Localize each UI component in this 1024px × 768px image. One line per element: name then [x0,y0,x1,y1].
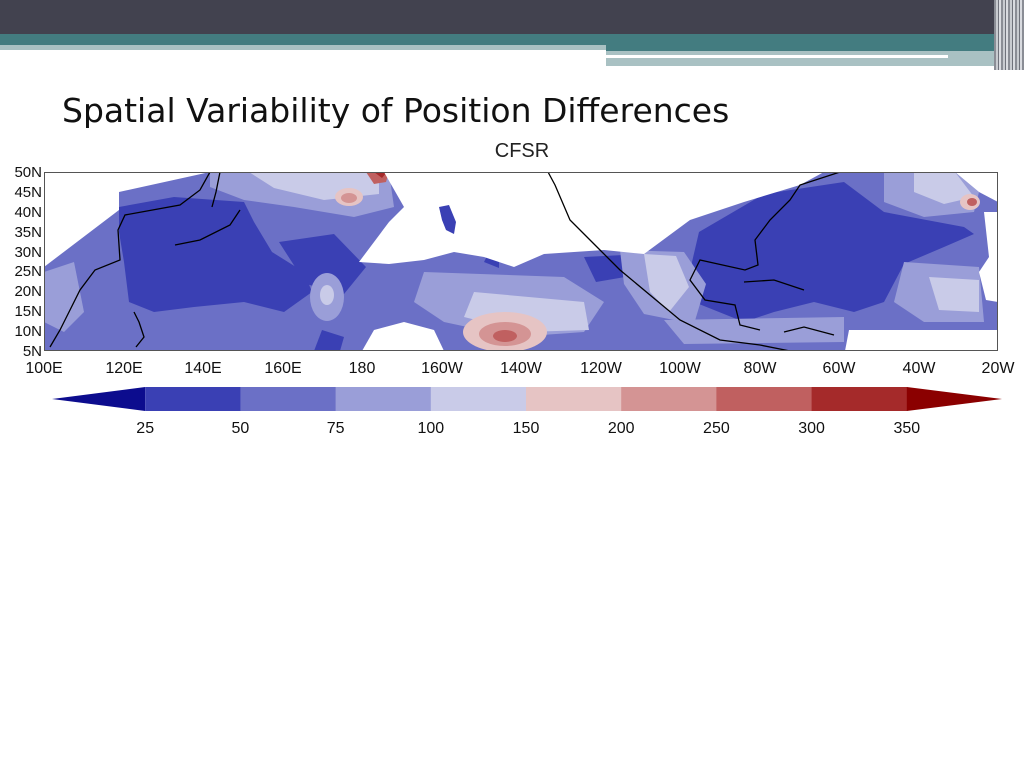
east-pacific-lighter [644,254,689,312]
darkred-corner [374,172,387,178]
lat-label: 5N [22,343,42,360]
lon-label: 180 [348,360,376,377]
lat-label: 15N [14,303,42,320]
colorbar-swatch [716,387,813,411]
colorbar-label: 250 [703,420,730,437]
colorbar-swatch [906,387,1002,411]
header-teal-right [606,45,1000,51]
no-data-equator-pacific [362,322,444,351]
lat-label: 10N [14,323,42,340]
header-light-stripe [0,45,606,50]
colorbar-swatch [52,387,146,411]
no-data-asia [44,172,210,267]
lon-label: 160E [264,360,302,377]
lat-label: 40N [14,204,42,221]
south-china-light [44,262,84,332]
no-data-south-america [845,330,998,351]
lon-label: 40W [902,360,936,377]
no-data-north-pacific [359,172,824,267]
light-core-170e [320,285,334,305]
colorbar-swatch [240,387,337,411]
coastlines [49,172,841,351]
header-white-gap [826,66,1000,70]
red-blob [341,193,357,203]
lat-label: 20N [14,283,42,300]
central-pacific-dark [279,234,366,294]
lon-label: 120W [580,360,622,377]
colorbar-label: 75 [326,420,345,437]
map-title: CFSR [494,140,550,162]
colorbar-label: 50 [231,420,250,437]
lon-label: 140W [500,360,542,377]
red-atlantic [967,198,977,206]
header-teal-stripe [0,34,1000,45]
slide-title: Spatial Variability of Position Differen… [62,91,730,128]
colorbar-swatch [145,387,241,411]
lon-label: 80W [743,360,777,377]
lon-label: 160W [421,360,463,377]
colorbar-label: 25 [136,420,155,437]
colorbar-swatch [430,387,527,411]
lat-label: 35N [14,224,42,241]
no-data-northeast-atlantic [955,172,998,202]
header-light-right [606,51,1000,66]
colorbar-label: 200 [607,420,635,437]
lat-label: 45N [14,184,42,201]
lat-label: 25N [14,263,42,280]
atlantic-dark [692,182,974,322]
header-vertical-lines [994,0,1024,70]
lon-label: 100E [25,360,63,377]
lon-label: 60W [822,360,856,377]
colorbar [52,387,1002,411]
west-pacific-dark [119,197,312,312]
colorbar-swatch [526,387,622,411]
colorbar-swatch [811,387,908,411]
lat-label: 30N [14,244,42,261]
data-island [439,205,456,234]
map-frame [44,172,998,351]
atlantic-north-lighter [914,172,974,204]
caribbean-light-strip [664,317,844,344]
central-pacific-dark-south [314,330,344,351]
lon-label: 20W [981,360,1015,377]
lon-label: 120E [105,360,143,377]
contour-map [44,172,998,351]
colorbar-label: 150 [512,420,540,437]
colorbar-label: 350 [893,420,921,437]
colorbar-label: 100 [417,420,445,437]
atlantic-east-lighter [929,277,979,312]
colorbar-swatch [335,387,432,411]
lat-label: 50N [14,164,42,181]
lon-label: 100W [659,360,701,377]
header-bar [0,0,1024,34]
colorbar-label: 300 [798,420,825,437]
lon-label: 140E [184,360,222,377]
colorbar-swatch [621,387,717,411]
darkred-140w [493,330,517,342]
header-white-line [606,55,948,58]
no-data-east-edge [979,212,998,302]
